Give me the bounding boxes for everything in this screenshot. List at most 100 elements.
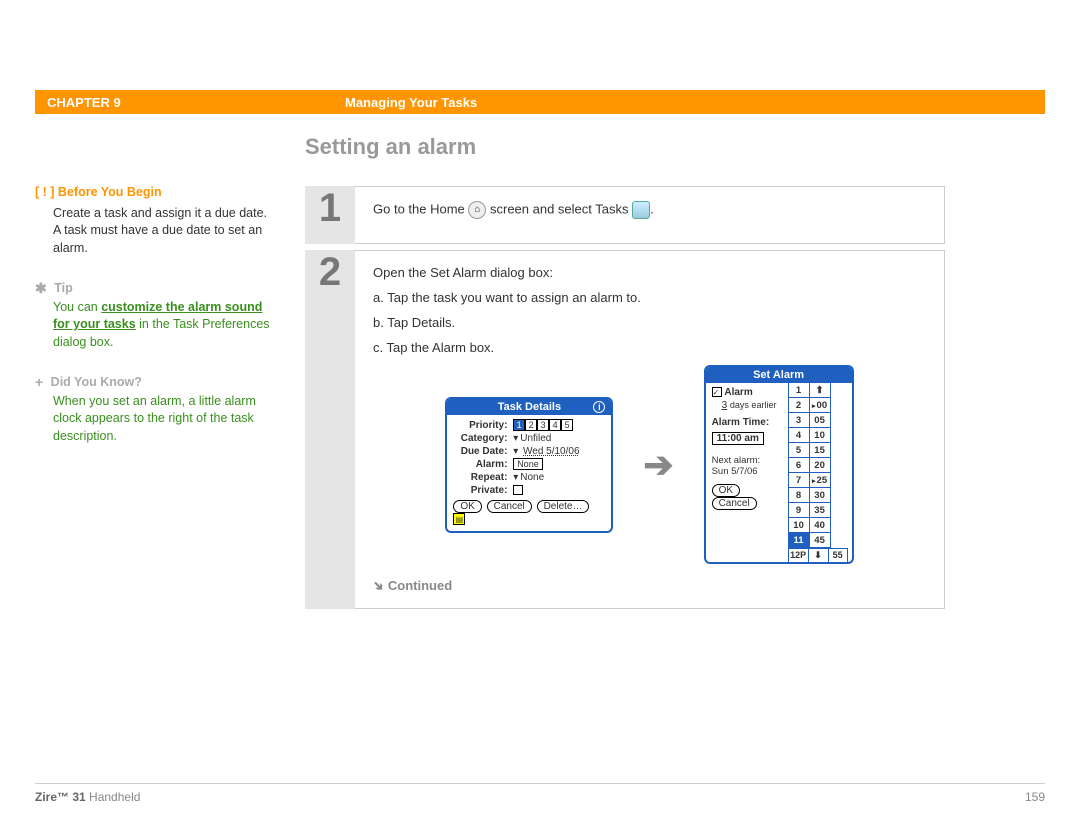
tip-title: Tip <box>54 281 73 295</box>
dyk-title: Did You Know? <box>51 375 142 389</box>
byb-title: Before You Begin <box>58 185 162 199</box>
min-55[interactable]: 55 <box>828 549 848 562</box>
page-number: 159 <box>1025 790 1045 804</box>
pri-4[interactable]: 4 <box>549 419 561 431</box>
note-icon[interactable]: ▤ <box>453 513 465 525</box>
main-column: Setting an alarm 1 Go to the Home ⌂ scre… <box>305 184 945 615</box>
set-alarm-dialog: Set Alarm ✓ Alarm 3 days earlie <box>704 365 854 564</box>
product-rest: Handheld <box>86 790 141 804</box>
td-due-drop[interactable] <box>513 446 520 457</box>
td-repeat-label: Repeat: <box>453 472 507 483</box>
pri-1[interactable]: 1 <box>513 419 525 431</box>
sa-days-row: 3 days earlier <box>712 400 782 411</box>
min-cell[interactable]: 40 <box>810 518 830 533</box>
hour-cell[interactable]: 5 <box>789 443 809 458</box>
step-2-body: Open the Set Alarm dialog box: a. Tap th… <box>355 250 945 609</box>
arrow-up-icon[interactable]: ⬆ <box>810 383 830 398</box>
hour-cell[interactable]: 6 <box>789 458 809 473</box>
hour-cell[interactable]: 4 <box>789 428 809 443</box>
byb-head: [ ! ] Before You Begin <box>35 184 275 202</box>
product-name: Zire™ 31 Handheld <box>35 790 140 804</box>
hour-cell[interactable]: 3 <box>789 413 809 428</box>
sa-time-val[interactable]: 11:00 am <box>712 432 764 445</box>
min-cell[interactable]: 30 <box>810 488 830 503</box>
td-delete-button[interactable]: Delete… <box>537 500 590 513</box>
chapter-label: CHAPTER 9 <box>35 95 345 110</box>
sa-picker: 1234567891011⬆00051015202530354045 12P ⬇… <box>788 383 848 562</box>
continued-arrow-icon: ➔ <box>369 576 388 595</box>
td-pri-label: Priority: <box>453 420 507 431</box>
min-cell[interactable]: 25 <box>810 473 830 488</box>
step-2b: b. Tap Details. <box>373 315 926 330</box>
min-cell[interactable]: 00 <box>810 398 830 413</box>
step-2a: a. Tap the task you want to assign an al… <box>373 290 926 305</box>
home-icon: ⌂ <box>468 201 486 219</box>
hour-cell[interactable]: 10 <box>789 518 809 533</box>
sa-next-label: Next alarm: <box>712 455 761 466</box>
before-you-begin: [ ! ] Before You Begin Create a task and… <box>35 184 275 257</box>
chapter-title: Managing Your Tasks <box>345 95 477 110</box>
td-repeat-val[interactable]: None <box>513 472 544 483</box>
sa-alarm-label: Alarm <box>724 387 752 398</box>
sa-buttons: OK Cancel <box>712 484 782 510</box>
hour-cell[interactable]: 9 <box>789 503 809 518</box>
ampm-button[interactable]: 12P <box>788 549 808 562</box>
td-alarm-val[interactable]: None <box>513 458 543 470</box>
pri-5[interactable]: 5 <box>561 419 573 431</box>
sa-alarm-check-row: ✓ Alarm <box>712 387 782 398</box>
min-cell[interactable]: 05 <box>810 413 830 428</box>
sa-bottom-row: 12P ⬇ 55 <box>788 548 848 562</box>
byb-marker: [ ! ] <box>35 185 54 199</box>
min-cell[interactable]: 15 <box>810 443 830 458</box>
step-2-list: a. Tap the task you want to assign an al… <box>373 290 926 355</box>
task-details-dialog: Task Details i Priority: 12345 Category: <box>445 397 613 533</box>
continued-label: ➔Continued <box>373 578 926 594</box>
min-cell[interactable]: 45 <box>810 533 830 548</box>
step-1: 1 Go to the Home ⌂ screen and select Tas… <box>305 186 945 244</box>
hour-cell[interactable]: 1 <box>789 383 809 398</box>
min-cell[interactable]: 35 <box>810 503 830 518</box>
hour-cell[interactable]: 11 <box>789 533 809 548</box>
step-1-body: Go to the Home ⌂ screen and select Tasks… <box>355 186 945 244</box>
sa-left-col: ✓ Alarm 3 days earlier Alarm Time: 11:00… <box>706 383 788 562</box>
hour-cell[interactable]: 8 <box>789 488 809 503</box>
continued-text: Continued <box>388 578 452 593</box>
td-due-label: Due Date: <box>453 446 507 457</box>
sa-days-val[interactable]: 3 <box>722 400 728 411</box>
sa-body: ✓ Alarm 3 days earlier Alarm Time: 11:00… <box>706 383 852 562</box>
step1-mid: screen and select Tasks <box>486 201 632 216</box>
hour-cell[interactable]: 2 <box>789 398 809 413</box>
td-private-check[interactable] <box>513 485 523 495</box>
sa-time-label: Alarm Time: <box>712 417 782 428</box>
info-icon[interactable]: i <box>593 401 605 413</box>
step1-post: . <box>650 201 654 216</box>
hour-cell[interactable]: 7 <box>789 473 809 488</box>
step-2: 2 Open the Set Alarm dialog box: a. Tap … <box>305 250 945 609</box>
step-1-text: Go to the Home ⌂ screen and select Tasks… <box>373 201 926 219</box>
td-repeat-row: Repeat: None <box>453 472 605 483</box>
td-private-row: Private: <box>453 485 605 496</box>
td-ok-button[interactable]: OK <box>453 500 481 513</box>
sa-days-suf: days earlier <box>730 400 777 410</box>
content-area: [ ! ] Before You Begin Create a task and… <box>35 114 1045 615</box>
td-due-val[interactable]: Wed 5/10/06 <box>523 446 580 457</box>
td-alarm-row: Alarm: None <box>453 459 605 470</box>
min-cell[interactable]: 20 <box>810 458 830 473</box>
step1-pre: Go to the Home <box>373 201 468 216</box>
td-body: Priority: 12345 Category: Unfiled Due Da… <box>447 415 611 531</box>
page: CHAPTER 9 Managing Your Tasks [ ! ] Befo… <box>35 90 1045 615</box>
td-cat-val[interactable]: Unfiled <box>513 433 551 444</box>
tip-head-row: ✱ Tip <box>35 279 275 299</box>
min-cell[interactable]: 10 <box>810 428 830 443</box>
td-category-row: Category: Unfiled <box>453 433 605 444</box>
td-cancel-button[interactable]: Cancel <box>487 500 532 513</box>
sa-title: Set Alarm <box>706 367 852 383</box>
pri-3[interactable]: 3 <box>537 419 549 431</box>
sa-cancel-button[interactable]: Cancel <box>712 497 757 510</box>
pri-2[interactable]: 2 <box>525 419 537 431</box>
sa-ok-button[interactable]: OK <box>712 484 740 497</box>
arrow-down-icon[interactable]: ⬇ <box>808 549 828 562</box>
sa-alarm-check[interactable]: ✓ <box>712 387 722 397</box>
sidebar: [ ! ] Before You Begin Create a task and… <box>35 184 305 615</box>
td-title: Task Details i <box>447 399 611 415</box>
